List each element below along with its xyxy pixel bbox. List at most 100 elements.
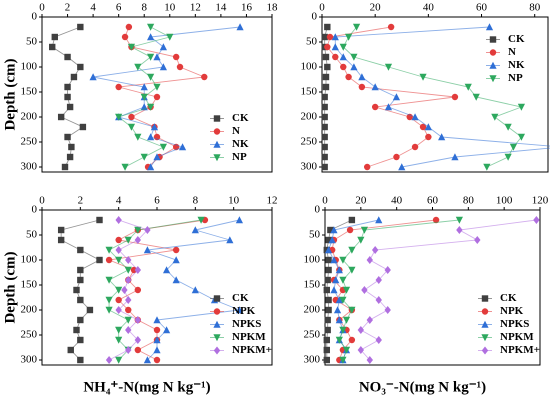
legend-label: N: [232, 125, 240, 137]
marker: [491, 113, 499, 121]
marker: [328, 236, 336, 244]
legend-label: NPK: [500, 305, 524, 317]
marker: [509, 143, 518, 151]
marker: [134, 236, 142, 244]
marker: [335, 266, 343, 274]
marker: [64, 83, 71, 91]
legend-label: NPK: [232, 305, 256, 317]
marker: [96, 216, 103, 224]
marker: [125, 306, 132, 314]
marker: [326, 33, 334, 41]
marker: [322, 73, 330, 81]
y-tick-label: 200: [301, 111, 318, 123]
marker: [357, 236, 365, 244]
x-tick-label: 14: [215, 2, 227, 14]
marker: [375, 296, 382, 304]
marker: [393, 153, 400, 161]
legend-label: NP: [232, 151, 247, 163]
marker: [350, 63, 358, 71]
marker: [66, 153, 74, 161]
marker: [124, 266, 132, 274]
legend-label: NP: [508, 72, 523, 84]
marker: [79, 123, 87, 131]
marker: [485, 23, 494, 31]
marker: [115, 296, 122, 304]
marker: [153, 93, 161, 101]
marker: [322, 83, 330, 91]
marker: [504, 123, 512, 131]
marker: [357, 346, 365, 354]
marker: [143, 356, 152, 364]
marker: [236, 23, 244, 31]
legend-marker: [481, 346, 489, 355]
legend-marker: [213, 308, 221, 315]
marker: [96, 256, 103, 264]
marker: [105, 276, 113, 284]
legend-marker: [213, 334, 221, 342]
marker: [134, 266, 142, 274]
x-tick-label: 40: [391, 195, 403, 207]
marker: [77, 266, 84, 274]
marker: [159, 63, 167, 71]
marker: [105, 256, 113, 264]
marker: [483, 163, 491, 171]
marker: [124, 236, 132, 244]
marker: [324, 63, 331, 71]
marker: [127, 43, 136, 51]
marker: [77, 336, 84, 344]
marker: [73, 286, 80, 294]
marker: [77, 63, 84, 71]
marker: [64, 93, 71, 101]
marker: [49, 43, 56, 51]
marker: [57, 236, 65, 244]
marker: [474, 236, 481, 244]
marker: [375, 216, 383, 224]
marker: [419, 73, 427, 81]
marker: [115, 246, 122, 254]
marker: [153, 153, 161, 161]
y-axis-label: Depth (cm): [2, 251, 18, 323]
marker: [77, 356, 84, 364]
y-tick-label: 50: [306, 36, 318, 48]
marker: [384, 103, 393, 111]
marker: [159, 143, 167, 151]
marker: [147, 133, 155, 141]
y-tick-label: 200: [21, 304, 38, 316]
marker: [425, 133, 432, 141]
marker: [438, 133, 446, 141]
marker: [70, 73, 78, 81]
marker: [105, 246, 113, 254]
marker: [321, 113, 328, 121]
legend-marker: [481, 295, 489, 302]
marker: [144, 226, 151, 234]
marker: [339, 276, 347, 284]
marker: [134, 226, 142, 234]
series-line: [334, 26, 550, 168]
legend-marker: [213, 295, 221, 302]
marker: [77, 246, 84, 254]
legend-marker: [213, 320, 221, 328]
marker: [323, 346, 330, 354]
marker: [147, 33, 155, 41]
marker: [86, 306, 94, 314]
y-tick-label: 150: [21, 86, 38, 98]
x-tick-label: 4: [90, 2, 96, 14]
marker: [153, 53, 161, 61]
marker: [321, 103, 328, 111]
y-tick-label: 0: [32, 204, 38, 216]
marker: [162, 326, 171, 334]
y-tick-label: 250: [21, 136, 38, 148]
x-tick-label: 0: [319, 2, 325, 14]
marker: [153, 83, 161, 91]
marker: [333, 306, 342, 314]
legend-label: N: [508, 46, 516, 58]
marker: [360, 226, 369, 234]
marker: [384, 266, 391, 274]
marker: [115, 236, 122, 244]
marker: [57, 113, 65, 121]
y-tick-label: 200: [21, 111, 38, 123]
marker: [325, 256, 332, 264]
marker: [384, 306, 391, 314]
marker: [323, 286, 330, 294]
marker: [77, 316, 84, 324]
